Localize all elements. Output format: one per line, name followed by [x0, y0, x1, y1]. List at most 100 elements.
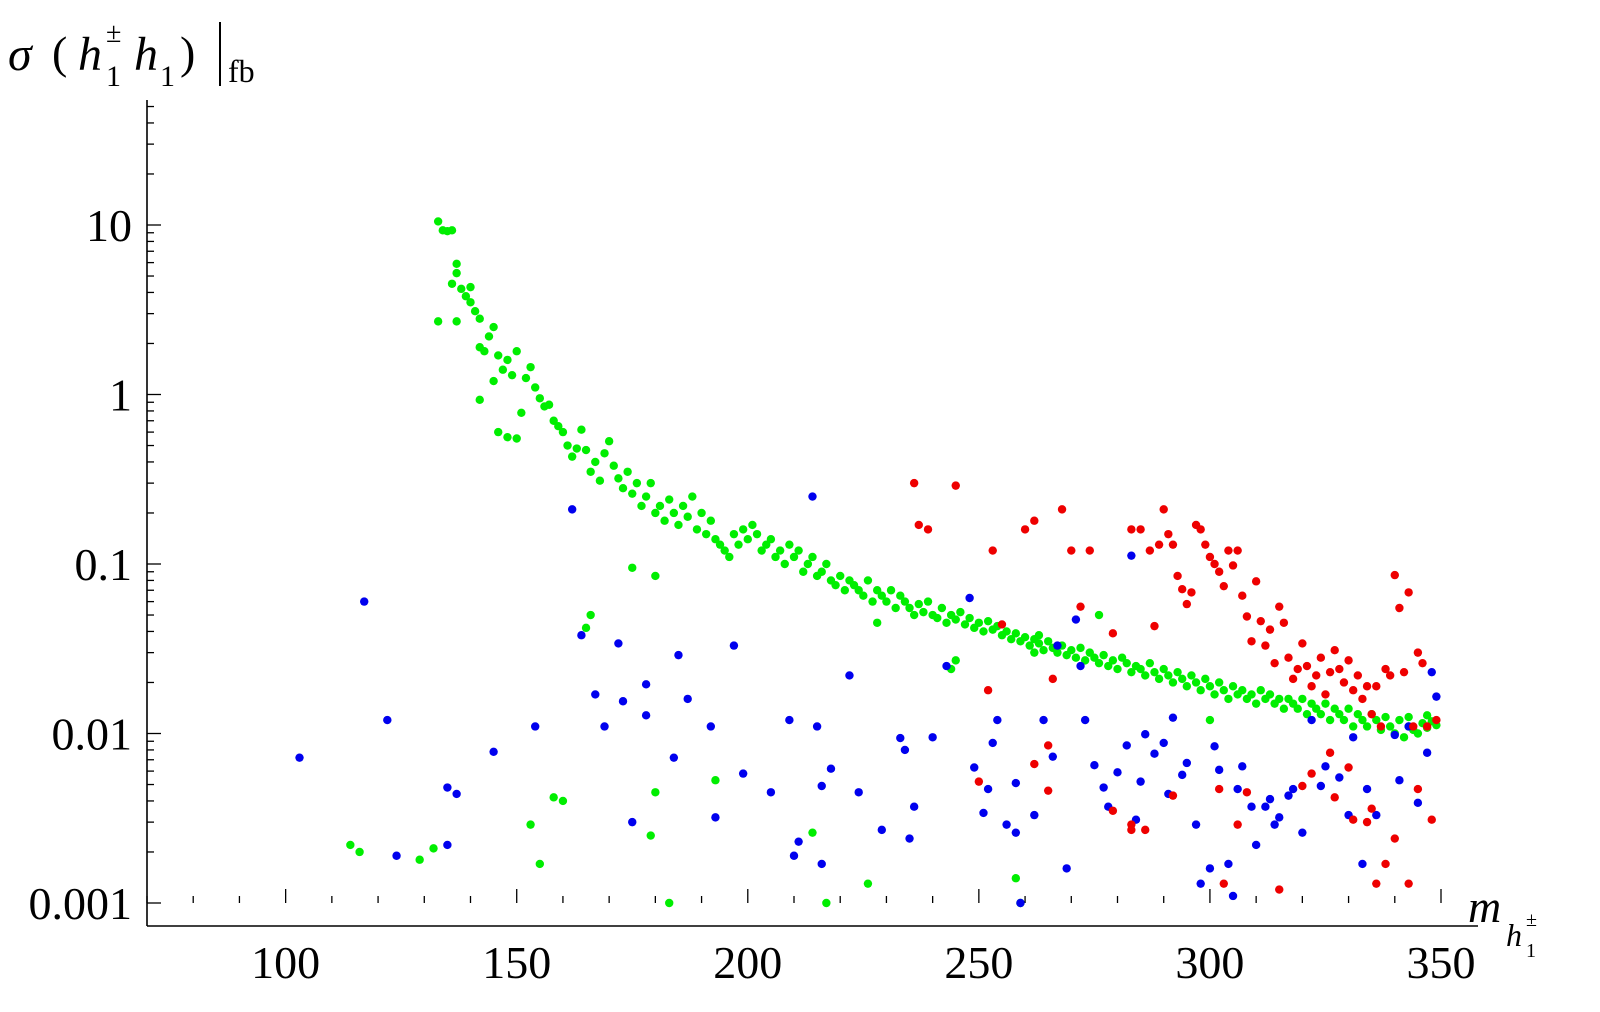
data-point — [1043, 786, 1053, 795]
data-point — [1094, 658, 1104, 668]
data-point — [1284, 791, 1293, 800]
data-point — [1159, 664, 1168, 674]
data-point — [531, 383, 540, 392]
data-point — [1404, 712, 1413, 722]
data-point — [494, 351, 503, 360]
data-point — [1168, 791, 1178, 800]
series-2 — [909, 478, 1441, 894]
data-point — [831, 580, 840, 590]
data-point — [660, 516, 669, 525]
data-point — [1150, 749, 1159, 758]
data-point — [1136, 777, 1145, 786]
x-tick-label: 350 — [1407, 937, 1476, 988]
data-point — [997, 620, 1007, 629]
data-point — [1298, 781, 1307, 791]
data-point — [1316, 709, 1326, 719]
data-point — [1067, 646, 1076, 655]
data-point — [600, 449, 609, 458]
data-point — [1154, 540, 1164, 549]
data-point — [1238, 591, 1247, 600]
data-point — [433, 317, 443, 326]
data-point — [1141, 730, 1150, 739]
data-point — [1242, 788, 1252, 797]
data-point — [1288, 784, 1298, 794]
data-point — [983, 616, 993, 626]
data-point — [1127, 525, 1136, 534]
data-point — [1071, 653, 1081, 662]
data-point — [1099, 650, 1108, 660]
data-point — [480, 347, 489, 356]
data-point — [604, 437, 614, 446]
data-point — [651, 508, 660, 518]
x-tick-label: 300 — [1175, 937, 1244, 988]
data-point — [503, 432, 512, 442]
data-point — [1367, 709, 1376, 719]
data-point — [1362, 784, 1372, 794]
data-point — [526, 362, 535, 372]
data-point — [577, 425, 586, 434]
data-point — [674, 650, 683, 660]
data-point — [882, 597, 891, 606]
data-point — [1242, 612, 1252, 621]
data-point — [1043, 637, 1053, 646]
data-point — [1113, 664, 1122, 674]
data-point — [535, 859, 545, 869]
data-point — [1136, 525, 1145, 534]
data-point — [951, 656, 960, 665]
data-point — [678, 501, 688, 511]
data-point — [789, 552, 799, 562]
data-point — [1344, 704, 1353, 713]
data-point — [928, 733, 937, 742]
data-point — [1159, 738, 1168, 748]
data-point — [1224, 859, 1233, 869]
data-point — [1113, 768, 1122, 777]
data-point — [1399, 733, 1409, 742]
data-point — [1265, 690, 1275, 699]
data-point — [1104, 661, 1113, 671]
data-point — [646, 478, 655, 488]
data-point — [942, 618, 951, 627]
series-1 — [295, 492, 1441, 908]
data-point — [1358, 694, 1367, 704]
x-tick-labels: 100 150 200 250 300 350 — [251, 937, 1475, 988]
data-point — [1325, 715, 1335, 725]
data-point — [803, 559, 813, 569]
data-point — [503, 355, 512, 365]
data-point — [572, 444, 581, 453]
data-point — [983, 686, 993, 695]
data-point — [489, 322, 498, 332]
data-point — [558, 796, 568, 806]
data-point — [512, 434, 521, 443]
data-point — [775, 546, 785, 555]
data-point — [1275, 885, 1284, 894]
data-point — [1034, 639, 1044, 648]
data-point — [785, 715, 794, 725]
data-point — [720, 546, 729, 555]
data-point — [863, 879, 873, 888]
data-point — [1173, 571, 1182, 581]
data-point — [392, 851, 401, 860]
data-point — [1385, 722, 1395, 731]
data-point — [748, 520, 757, 530]
data-point — [1395, 715, 1404, 725]
data-point — [1256, 616, 1265, 626]
data-point — [1233, 546, 1242, 555]
data-point — [1187, 671, 1196, 680]
data-point — [697, 508, 706, 518]
data-point — [1367, 804, 1376, 813]
data-point — [586, 467, 595, 476]
data-point — [475, 395, 484, 405]
ylabel-h1: h — [78, 28, 102, 81]
data-point — [1224, 546, 1233, 555]
data-point — [632, 478, 642, 488]
y-tick-label: 0.01 — [52, 709, 133, 760]
data-point — [1427, 667, 1436, 677]
data-point — [1279, 704, 1289, 713]
data-point — [1062, 864, 1071, 873]
data-point — [1090, 761, 1099, 770]
data-point — [641, 711, 651, 720]
data-point — [618, 697, 628, 706]
data-point — [1214, 567, 1224, 576]
data-point — [1335, 709, 1344, 719]
